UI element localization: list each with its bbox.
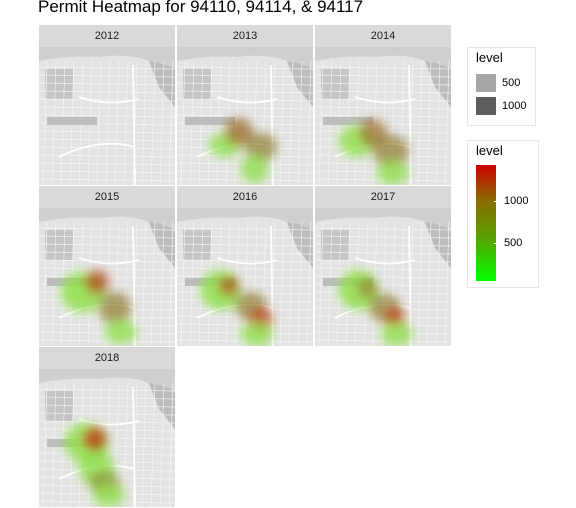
legend-fill: level 1000 500 [467,140,539,288]
legend-label-1000: 1000 [502,100,527,112]
panel-strip-label: 2015 [39,186,175,208]
legend-key-500 [476,74,496,92]
map-tile [177,208,313,346]
map-tile [39,369,175,507]
panel-strip-label: 2018 [39,347,175,369]
map-tile [315,47,451,185]
panel-2017: 2017 [315,186,451,346]
map-tile [315,208,451,346]
colorbar-tick-500 [494,243,498,244]
panel-strip-label: 2017 [315,186,451,208]
legend-title: level [476,143,503,158]
legend-title: level [476,50,503,65]
colorbar [476,165,496,281]
legend-alpha: level 500 1000 [467,47,536,126]
panel-2012: 2012 [39,25,175,185]
panel-strip-label: 2013 [177,25,313,47]
colorbar-tick-1000 [494,201,498,202]
panel-2014: 2014 [315,25,451,185]
map-tile [177,47,313,185]
panel-strip-label: 2014 [315,25,451,47]
legend-label-500: 500 [502,77,521,89]
colorbar-label-1000: 1000 [504,195,529,207]
panel-2016: 2016 [177,186,313,346]
map-tile [39,208,175,346]
panel-strip-label: 2016 [177,186,313,208]
panel-2015: 2015 [39,186,175,346]
map-tile [39,47,175,185]
panel-2018: 2018 [39,347,175,507]
legend-key-1000 [476,97,496,115]
chart-title: Permit Heatmap for 94110, 94114, & 94117 [38,0,364,16]
panel-strip-label: 2012 [39,25,175,47]
panel-2013: 2013 [177,25,313,185]
colorbar-label-500: 500 [504,237,523,249]
